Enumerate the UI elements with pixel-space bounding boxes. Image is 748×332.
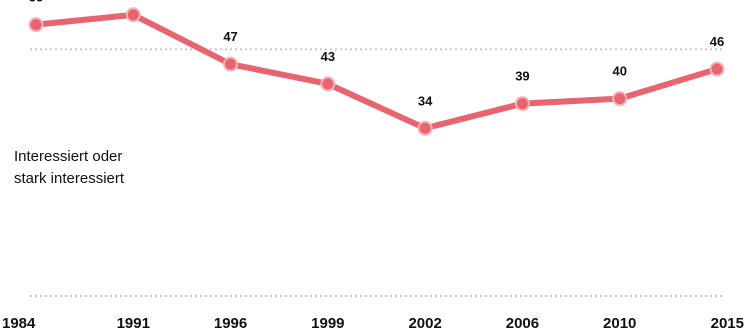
series-label: Interessiert oder stark interessiert: [14, 146, 124, 190]
x-axis-ticks: 1984 1991 1996 1999 2002 2006 2010 2015: [2, 315, 744, 332]
x-tick-label: 1999: [311, 315, 344, 332]
data-point: [320, 76, 336, 92]
data-label: 47: [223, 29, 237, 44]
data-point: [709, 61, 725, 77]
series-label-line: Interessiert oder: [14, 148, 123, 165]
series-label-line: stark interessiert: [14, 170, 125, 187]
reference-lines: [30, 48, 725, 297]
data-label: 43: [321, 49, 335, 64]
x-tick-label: 2002: [408, 315, 441, 332]
x-tick-label: 2010: [603, 315, 636, 332]
data-point: [514, 96, 530, 112]
x-tick-label: 2006: [506, 315, 539, 332]
x-tick-label: 1996: [214, 315, 247, 332]
x-tick-label: 1991: [117, 315, 150, 332]
data-point: [125, 7, 141, 23]
data-point: [223, 56, 239, 72]
data-label: 55: [29, 0, 43, 5]
data-point: [417, 120, 433, 136]
x-tick-label: 2015: [711, 315, 744, 332]
data-point: [28, 17, 44, 33]
data-labels: 5557474334394046: [29, 0, 724, 108]
data-label: 34: [418, 93, 433, 108]
series-line: [33, 11, 720, 132]
x-tick-label: 1984: [2, 315, 36, 332]
data-label: 46: [710, 34, 724, 49]
series-lines: [33, 11, 720, 132]
data-label: 40: [612, 64, 626, 79]
data-points: [28, 7, 725, 136]
data-point: [612, 91, 628, 107]
data-label: 39: [515, 69, 529, 84]
